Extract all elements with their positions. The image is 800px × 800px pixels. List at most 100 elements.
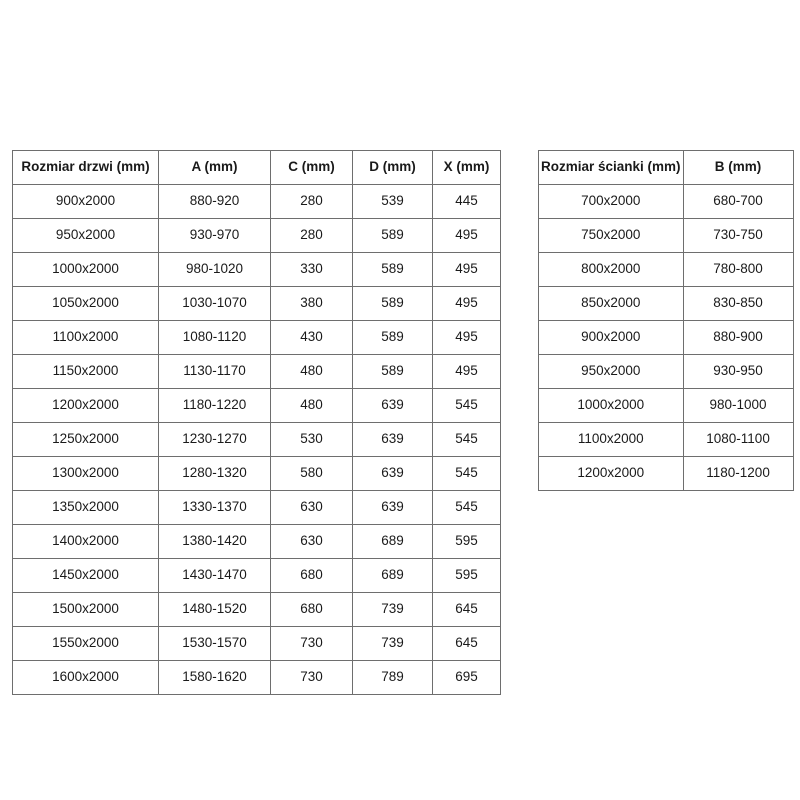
cell-c: 280 — [270, 184, 353, 219]
cell-b: 830-850 — [682, 286, 794, 321]
cell-door-size: 1200x2000 — [12, 388, 159, 423]
table-row: 950x2000 930-950 — [538, 354, 794, 389]
table-row: 1150x2000 1130-1170 480 589 495 — [12, 354, 501, 389]
cell-c: 480 — [270, 354, 353, 389]
doors-table-header: Rozmiar drzwi (mm) A (mm) C (mm) D (mm) … — [12, 150, 501, 185]
wall-table-body: 700x2000 680-700 750x2000 730-750 800x20… — [538, 184, 794, 491]
cell-a: 1480-1520 — [158, 592, 271, 627]
table-row: 1600x2000 1580-1620 730 789 695 — [12, 660, 501, 695]
cell-door-size: 1350x2000 — [12, 490, 159, 525]
cell-x: 545 — [432, 422, 501, 457]
table-row: 1300x2000 1280-1320 580 639 545 — [12, 456, 501, 491]
cell-wall-size: 700x2000 — [538, 184, 684, 219]
cell-d: 639 — [352, 490, 433, 525]
cell-door-size: 1050x2000 — [12, 286, 159, 321]
cell-d: 639 — [352, 388, 433, 423]
cell-a: 1080-1120 — [158, 320, 271, 355]
cell-door-size: 1550x2000 — [12, 626, 159, 661]
table-row: 850x2000 830-850 — [538, 286, 794, 321]
table-row: 1550x2000 1530-1570 730 739 645 — [12, 626, 501, 661]
table-row: 1450x2000 1430-1470 680 689 595 — [12, 558, 501, 593]
cell-a: 980-1020 — [158, 252, 271, 287]
cell-a: 1180-1220 — [158, 388, 271, 423]
table-row: 900x2000 880-900 — [538, 320, 794, 355]
cell-a: 1230-1270 — [158, 422, 271, 457]
cell-a: 1380-1420 — [158, 524, 271, 559]
column-header-x: X (mm) — [432, 150, 501, 185]
cell-door-size: 900x2000 — [12, 184, 159, 219]
doors-table-body: 900x2000 880-920 280 539 445 950x2000 93… — [12, 184, 501, 695]
cell-door-size: 1300x2000 — [12, 456, 159, 491]
cell-d: 639 — [352, 456, 433, 491]
cell-wall-size: 850x2000 — [538, 286, 684, 321]
table-header-row: Rozmiar drzwi (mm) A (mm) C (mm) D (mm) … — [12, 150, 501, 185]
cell-c: 530 — [270, 422, 353, 457]
table-row: 900x2000 880-920 280 539 445 — [12, 184, 501, 219]
cell-wall-size: 750x2000 — [538, 218, 684, 253]
column-header-d: D (mm) — [352, 150, 433, 185]
table-row: 1200x2000 1180-1200 — [538, 456, 794, 491]
table-row: 1400x2000 1380-1420 630 689 595 — [12, 524, 501, 559]
column-header-wall-size: Rozmiar ścianki (mm) — [538, 150, 684, 185]
cell-a: 880-920 — [158, 184, 271, 219]
cell-x: 645 — [432, 592, 501, 627]
cell-c: 480 — [270, 388, 353, 423]
wall-table-header: Rozmiar ścianki (mm) B (mm) — [538, 150, 794, 185]
cell-b: 680-700 — [682, 184, 794, 219]
cell-a: 1130-1170 — [158, 354, 271, 389]
cell-b: 1080-1100 — [682, 422, 794, 457]
cell-b: 930-950 — [682, 354, 794, 389]
cell-x: 645 — [432, 626, 501, 661]
cell-c: 680 — [270, 592, 353, 627]
cell-b: 730-750 — [682, 218, 794, 253]
cell-x: 545 — [432, 456, 501, 491]
cell-x: 495 — [432, 286, 501, 321]
cell-b: 980-1000 — [682, 388, 794, 423]
table-row: 1200x2000 1180-1220 480 639 545 — [12, 388, 501, 423]
cell-a: 1430-1470 — [158, 558, 271, 593]
table-row: 800x2000 780-800 — [538, 252, 794, 287]
cell-wall-size: 900x2000 — [538, 320, 684, 355]
wall-panel-dimensions-table: Rozmiar ścianki (mm) B (mm) 700x2000 680… — [538, 150, 794, 491]
table-row: 700x2000 680-700 — [538, 184, 794, 219]
cell-x: 495 — [432, 320, 501, 355]
cell-c: 730 — [270, 626, 353, 661]
column-header-door-size: Rozmiar drzwi (mm) — [12, 150, 159, 185]
cell-a: 1280-1320 — [158, 456, 271, 491]
cell-a: 1530-1570 — [158, 626, 271, 661]
cell-d: 539 — [352, 184, 433, 219]
cell-door-size: 950x2000 — [12, 218, 159, 253]
cell-door-size: 1450x2000 — [12, 558, 159, 593]
table-header-row: Rozmiar ścianki (mm) B (mm) — [538, 150, 794, 185]
cell-d: 589 — [352, 286, 433, 321]
table-row: 1100x2000 1080-1120 430 589 495 — [12, 320, 501, 355]
cell-x: 495 — [432, 354, 501, 389]
cell-x: 445 — [432, 184, 501, 219]
cell-wall-size: 800x2000 — [538, 252, 684, 287]
column-header-c: C (mm) — [270, 150, 353, 185]
cell-door-size: 1400x2000 — [12, 524, 159, 559]
cell-c: 430 — [270, 320, 353, 355]
cell-x: 495 — [432, 218, 501, 253]
table-row: 750x2000 730-750 — [538, 218, 794, 253]
cell-a: 1330-1370 — [158, 490, 271, 525]
cell-d: 789 — [352, 660, 433, 695]
cell-a: 1580-1620 — [158, 660, 271, 695]
cell-door-size: 1250x2000 — [12, 422, 159, 457]
table-row: 1000x2000 980-1000 — [538, 388, 794, 423]
cell-a: 1030-1070 — [158, 286, 271, 321]
cell-a: 930-970 — [158, 218, 271, 253]
cell-x: 495 — [432, 252, 501, 287]
cell-d: 739 — [352, 626, 433, 661]
cell-d: 589 — [352, 218, 433, 253]
cell-c: 580 — [270, 456, 353, 491]
table-row: 1000x2000 980-1020 330 589 495 — [12, 252, 501, 287]
cell-b: 780-800 — [682, 252, 794, 287]
cell-door-size: 1600x2000 — [12, 660, 159, 695]
cell-d: 589 — [352, 252, 433, 287]
cell-x: 545 — [432, 490, 501, 525]
cell-d: 689 — [352, 524, 433, 559]
cell-b: 1180-1200 — [682, 456, 794, 491]
cell-c: 280 — [270, 218, 353, 253]
cell-wall-size: 1100x2000 — [538, 422, 684, 457]
